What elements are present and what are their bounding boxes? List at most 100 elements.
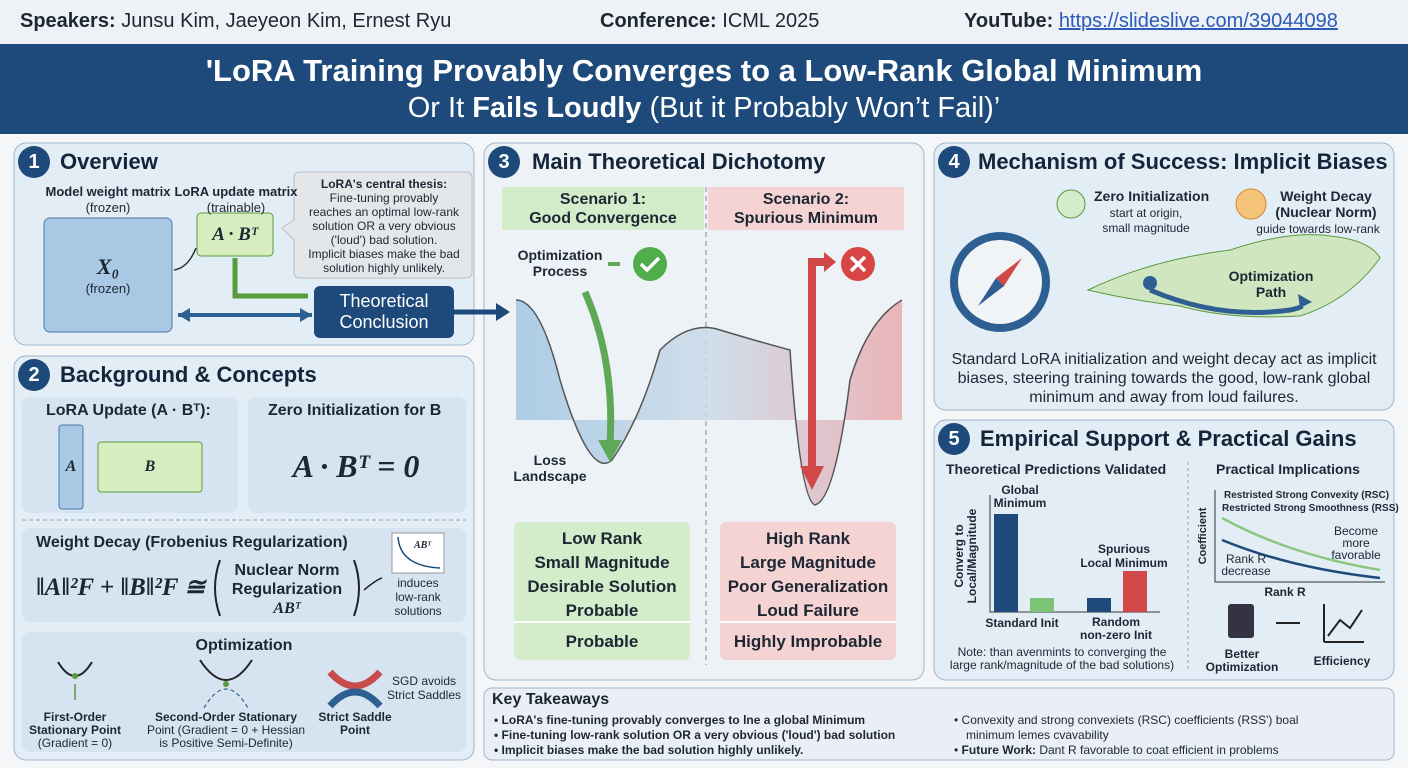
- weight-decay: Weight Decay (Nuclear Norm): [1275, 188, 1376, 220]
- point: [72, 673, 78, 679]
- bad-box: [720, 522, 896, 660]
- mini-curve: [397, 536, 441, 569]
- second-order: Second-Order Stationary Point (Gradient …: [147, 711, 305, 750]
- section-number: 2: [18, 359, 50, 391]
- curve: [1221, 516, 1381, 572]
- line: SGD avoids: [391, 674, 457, 688]
- label: Conference:: [600, 10, 717, 32]
- line: Loud Failure: [757, 601, 859, 620]
- line: Strict Saddles: [386, 688, 462, 702]
- x-label: Random non-zero Init: [1080, 616, 1152, 642]
- arrow-head: [598, 440, 622, 462]
- takeaways-left: • LoRA's fine-tuning provably converges …: [494, 713, 895, 758]
- math: A: [65, 458, 77, 475]
- line: minimum and away from loud failures.: [1029, 389, 1299, 406]
- line: (Nuclear Norm): [1275, 204, 1377, 220]
- good-box: [514, 522, 690, 660]
- thesis-bubble: [281, 171, 473, 279]
- line: Stationary Point: [28, 723, 122, 737]
- line: induces: [397, 576, 439, 590]
- math: B: [144, 458, 156, 475]
- text: Dant R favorable to coat efficient in pr…: [1039, 743, 1279, 757]
- line: (Gradient = 0): [37, 736, 113, 750]
- favorable: Become more favorable: [1331, 525, 1380, 561]
- line: Note: than avenmints to converging the: [957, 645, 1167, 659]
- label: Zero Initialization for B: [268, 402, 442, 419]
- label: Optimization: [195, 637, 293, 654]
- line: Theoretical: [339, 291, 429, 311]
- line: High Rank: [765, 529, 851, 548]
- line: Become: [1333, 524, 1379, 538]
- label: Practical Implications: [1216, 461, 1360, 477]
- check-mark: [639, 256, 661, 273]
- line: Small Magnitude: [534, 553, 670, 572]
- line: Conclusion: [339, 312, 429, 332]
- line: biases, steering training towards the go…: [957, 370, 1371, 387]
- line: Minimum: [993, 496, 1047, 510]
- line: Spurious Minimum: [734, 210, 878, 227]
- y-axis-label: Coefficient: [1197, 507, 1209, 565]
- needle: [978, 278, 1004, 306]
- bad-list: High Rank Large Magnitude Poor Generaliz…: [728, 527, 889, 623]
- path-label: Optimization Path: [1229, 268, 1314, 300]
- bullet: • Fine-tuning low-rank solution OR a ver…: [494, 728, 896, 742]
- youtube-link[interactable]: https://slideslive.com/39044098: [1058, 10, 1338, 32]
- line: Scenario 2:: [762, 191, 850, 208]
- label: LoRA Update (A · Bᵀ):: [46, 402, 211, 419]
- global-min: Global Minimum: [994, 484, 1047, 510]
- line: non-zero Init: [1080, 628, 1152, 642]
- decay-icon: [1235, 188, 1267, 220]
- bullet: • Future Work: Dant R favorable to coat …: [954, 743, 1279, 757]
- efficiency-icon: [1323, 604, 1364, 643]
- text: ICML 2025: [722, 10, 820, 32]
- label: Model weight matrix: [45, 184, 171, 199]
- math: A · Bᵀ = 0: [292, 448, 420, 484]
- line: Fine-tuning provably: [329, 191, 439, 205]
- line: more: [1342, 536, 1370, 550]
- section-number: 1: [18, 146, 50, 178]
- label: Future Work:: [961, 743, 1036, 757]
- matrix-a: [58, 424, 84, 510]
- cross-mark: [849, 255, 867, 273]
- line: solutions: [394, 604, 442, 618]
- bullet: • LoRA's fine-tuning provably converges …: [494, 713, 866, 727]
- math: X₀: [96, 254, 120, 279]
- scenario2: Scenario 2: Spurious Minimum: [734, 190, 878, 228]
- title-line2: Or It Fails Loudly (But it Probably Won’…: [408, 92, 1001, 125]
- line: Process: [532, 263, 588, 279]
- line: Good Convergence: [529, 210, 677, 227]
- line: Loss: [533, 452, 567, 468]
- panel-takeaways: [483, 687, 1395, 761]
- math: ‖A‖²F + ‖B‖²F ≅: [36, 574, 206, 601]
- bar: [1123, 571, 1147, 612]
- line: LoRA's central thesis:: [320, 177, 448, 191]
- saddle: [327, 669, 383, 690]
- line: ('loud') bad solution.: [330, 233, 438, 247]
- bad-footer: Highly Improbable: [733, 632, 883, 651]
- conference: Conference: ICML 2025: [600, 10, 819, 33]
- process-label: Optimization Process: [518, 247, 603, 279]
- bar: [1087, 598, 1111, 612]
- line: Large Magnitude: [739, 553, 876, 572]
- line: is Positive Semi-Definite): [159, 736, 293, 750]
- line: reaches an optimal low-rank: [308, 205, 460, 219]
- line: Better: [1224, 647, 1260, 661]
- section-heading: Mechanism of Success: Implicit Biases: [978, 149, 1388, 174]
- arrow-head: [800, 252, 836, 490]
- label: YouTube:: [964, 10, 1054, 32]
- bullet: • Implicit biases make the bad solution …: [494, 743, 804, 757]
- line: Path: [1255, 284, 1287, 300]
- label: (frozen): [85, 281, 131, 296]
- wd-sub: guide towards low-rank: [1256, 222, 1380, 236]
- good-list: Low Rank Small Magnitude Desirable Solut…: [527, 527, 676, 623]
- section-heading: Main Theoretical Dichotomy: [532, 149, 826, 174]
- line: solution highly unlikely.: [323, 261, 445, 275]
- efficiency: Efficiency: [1313, 654, 1371, 668]
- section-number: 4: [938, 146, 970, 178]
- line: Implicit biases make the bad: [308, 247, 460, 261]
- text: Junsu Kim, Jaeyeon Kim, Ernest Ryu: [121, 10, 452, 32]
- zero-sub: start at origin, small magnitude: [1102, 206, 1189, 236]
- label: LoRA update matrix: [174, 184, 298, 199]
- thesis: LoRA's central thesis: Fine-tuning prova…: [308, 177, 459, 275]
